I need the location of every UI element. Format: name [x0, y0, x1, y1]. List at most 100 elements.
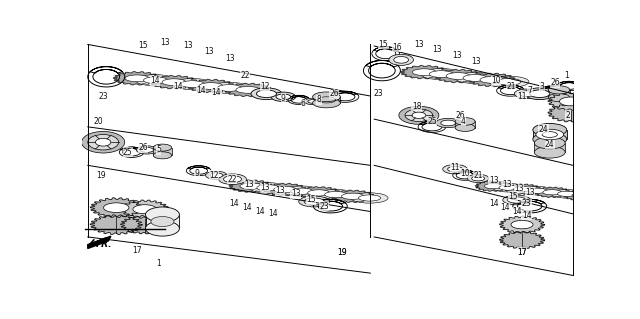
- Ellipse shape: [240, 183, 262, 189]
- Text: 15: 15: [379, 40, 388, 49]
- Ellipse shape: [455, 72, 495, 84]
- Polygon shape: [263, 183, 307, 196]
- Text: 9: 9: [281, 94, 286, 103]
- Text: 17: 17: [517, 248, 527, 257]
- Polygon shape: [401, 66, 448, 79]
- Text: 10: 10: [460, 168, 470, 178]
- Ellipse shape: [304, 98, 321, 105]
- Ellipse shape: [358, 195, 381, 201]
- Text: 13: 13: [414, 40, 424, 49]
- Ellipse shape: [342, 193, 364, 199]
- Text: 25: 25: [123, 148, 132, 157]
- Text: 7: 7: [527, 86, 532, 95]
- Ellipse shape: [542, 132, 557, 137]
- Ellipse shape: [489, 76, 529, 87]
- Ellipse shape: [125, 75, 149, 82]
- Ellipse shape: [351, 193, 388, 203]
- Text: 19: 19: [96, 171, 106, 180]
- Text: 26: 26: [550, 78, 560, 87]
- Polygon shape: [504, 184, 541, 194]
- Ellipse shape: [312, 92, 340, 102]
- Ellipse shape: [219, 174, 246, 184]
- Polygon shape: [435, 70, 482, 83]
- Polygon shape: [548, 93, 593, 110]
- Polygon shape: [548, 90, 570, 98]
- Ellipse shape: [533, 133, 566, 145]
- Ellipse shape: [528, 188, 547, 193]
- Ellipse shape: [304, 198, 324, 205]
- Ellipse shape: [274, 186, 296, 193]
- Text: 15: 15: [307, 196, 316, 204]
- Polygon shape: [297, 187, 340, 199]
- Ellipse shape: [308, 190, 330, 196]
- Ellipse shape: [559, 97, 582, 106]
- Polygon shape: [563, 190, 600, 200]
- Text: 13: 13: [291, 189, 300, 198]
- Ellipse shape: [251, 88, 282, 100]
- Ellipse shape: [291, 188, 313, 194]
- Ellipse shape: [455, 124, 475, 131]
- Ellipse shape: [484, 183, 503, 189]
- Text: 14: 14: [243, 203, 252, 212]
- Ellipse shape: [205, 171, 227, 179]
- Text: 14: 14: [268, 209, 277, 218]
- Text: 23: 23: [522, 199, 531, 208]
- Text: 13: 13: [514, 184, 524, 193]
- Polygon shape: [229, 180, 273, 192]
- Text: 26: 26: [138, 143, 148, 152]
- Ellipse shape: [534, 146, 565, 158]
- Ellipse shape: [405, 109, 433, 122]
- Ellipse shape: [557, 191, 576, 197]
- Text: 13: 13: [489, 176, 499, 185]
- Text: 16: 16: [392, 43, 402, 52]
- Text: 18: 18: [412, 101, 421, 111]
- Ellipse shape: [447, 167, 463, 172]
- Text: 24: 24: [545, 140, 555, 149]
- Ellipse shape: [199, 83, 223, 89]
- Text: 4: 4: [461, 117, 466, 126]
- Text: 5: 5: [156, 145, 161, 154]
- Ellipse shape: [284, 186, 320, 197]
- Text: FR.: FR.: [95, 240, 112, 249]
- Ellipse shape: [524, 88, 555, 100]
- Text: 13: 13: [452, 51, 462, 60]
- Polygon shape: [188, 79, 235, 93]
- Ellipse shape: [136, 75, 175, 86]
- Ellipse shape: [467, 174, 489, 182]
- Text: 13: 13: [471, 57, 481, 66]
- Ellipse shape: [412, 112, 426, 118]
- Text: 13: 13: [225, 54, 235, 63]
- Polygon shape: [534, 143, 565, 152]
- Ellipse shape: [153, 152, 172, 159]
- Ellipse shape: [443, 165, 467, 174]
- Text: 14: 14: [212, 88, 221, 97]
- Text: 6: 6: [301, 99, 306, 108]
- Text: 1: 1: [564, 71, 569, 80]
- Ellipse shape: [257, 185, 279, 191]
- Ellipse shape: [548, 93, 570, 102]
- Ellipse shape: [551, 189, 582, 198]
- Ellipse shape: [162, 79, 186, 85]
- Ellipse shape: [522, 186, 553, 195]
- Text: 13: 13: [204, 47, 214, 56]
- Polygon shape: [548, 104, 593, 122]
- Text: 3: 3: [540, 82, 545, 91]
- Ellipse shape: [143, 77, 168, 84]
- Ellipse shape: [151, 217, 174, 226]
- Text: 15: 15: [138, 41, 148, 50]
- Ellipse shape: [210, 173, 223, 178]
- Text: 25: 25: [427, 117, 436, 126]
- Polygon shape: [455, 122, 475, 128]
- Ellipse shape: [271, 92, 296, 101]
- Text: 19: 19: [337, 248, 347, 257]
- Text: 23: 23: [373, 89, 383, 98]
- Text: 14: 14: [173, 82, 182, 91]
- Polygon shape: [90, 198, 142, 218]
- Ellipse shape: [436, 118, 460, 128]
- Text: 14: 14: [255, 207, 265, 216]
- Text: 19: 19: [337, 248, 347, 257]
- Polygon shape: [150, 76, 198, 89]
- Polygon shape: [153, 148, 172, 155]
- Polygon shape: [90, 215, 142, 234]
- Ellipse shape: [312, 98, 340, 108]
